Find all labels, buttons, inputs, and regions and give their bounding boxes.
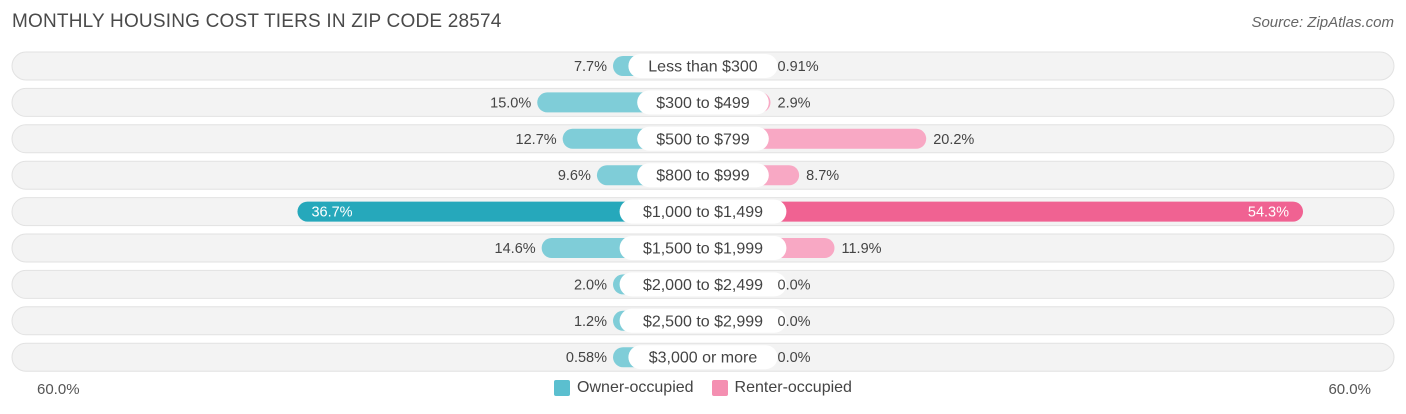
legend-swatch-owner [554,380,571,396]
owner-value-label: 2.0% [574,277,607,293]
category-label: $300 to $499 [656,95,750,112]
category-label: $2,000 to $2,499 [643,277,763,294]
renter-bar [703,201,1304,222]
category-label: $1,000 to $1,499 [643,204,763,221]
axis-left-label: 60.0% [37,381,80,398]
category-pill [628,54,778,78]
chart-title: MONTHLY HOUSING COST TIERS IN ZIP CODE 2… [12,11,502,32]
owner-value-label: 7.7% [574,59,607,75]
renter-value-label: 0.0% [778,314,811,330]
category-pill [637,163,769,188]
axis-right-label: 60.0% [1328,381,1371,398]
source-label: Source: ZipAtlas.com [1251,14,1394,31]
legend-item-renter: Renter-occupied [711,379,852,397]
owner-value-label: 14.6% [495,241,536,257]
owner-value-label: 0.58% [566,350,607,366]
category-label: $1,500 to $1,999 [643,241,763,258]
renter-value-label: 8.7% [806,168,839,184]
category-label: $2,500 to $2,999 [643,313,763,330]
legend-label-owner: Owner-occupied [577,379,694,396]
category-pill [619,308,787,333]
legend: Owner-occupied Renter-occupied [0,379,1406,397]
category-label: $800 to $999 [656,168,750,185]
renter-value-label: 0.0% [778,277,811,293]
category-label: $500 to $799 [656,131,750,148]
category-pill [637,126,769,151]
category-pill [628,345,778,370]
owner-value-label: 12.7% [516,132,557,148]
category-pill [637,90,769,115]
legend-label-renter: Renter-occupied [734,379,852,396]
owner-bar [297,201,703,222]
renter-value-label: 0.0% [778,350,811,366]
category-pill [619,199,787,224]
category-label: Less than $300 [648,59,758,76]
renter-value-label: 2.9% [778,95,811,111]
legend-item-owner: Owner-occupied [554,379,694,397]
category-label: $3,000 or more [649,350,758,367]
category-pill [619,272,787,297]
renter-value-label: 0.91% [778,59,819,75]
owner-value-label: 36.7% [311,205,352,221]
renter-value-label: 54.3% [1248,205,1289,221]
owner-value-label: 9.6% [558,168,591,184]
renter-value-label: 11.9% [841,241,881,257]
owner-value-label: 15.0% [490,95,531,111]
renter-value-label: 20.2% [933,132,974,148]
legend-swatch-renter [711,380,728,396]
category-pill [619,236,787,260]
owner-value-label: 1.2% [574,314,607,330]
